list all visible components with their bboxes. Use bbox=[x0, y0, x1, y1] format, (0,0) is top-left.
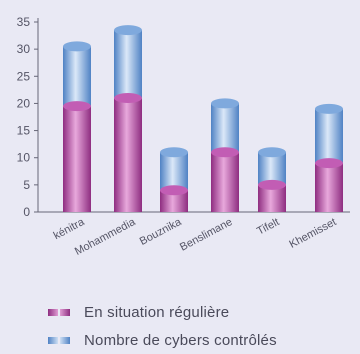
y-tick-label: 10 bbox=[17, 151, 31, 165]
legend-label-controlled: Nombre de cybers contrôlés bbox=[84, 331, 277, 349]
bar-regular-top bbox=[315, 158, 343, 169]
bar-regular bbox=[63, 106, 91, 212]
y-tick-label: 35 bbox=[17, 15, 31, 29]
y-tick-label: 0 bbox=[23, 205, 30, 219]
legend-item-regular: En situation régulière bbox=[48, 298, 277, 326]
x-category-label: kénitra bbox=[52, 216, 88, 243]
bar-regular bbox=[114, 98, 142, 212]
x-category-label: Benslimane bbox=[178, 216, 234, 254]
x-category-label: Khemisset bbox=[287, 216, 338, 251]
bar-regular bbox=[315, 163, 343, 212]
bar-controlled-top bbox=[63, 41, 91, 52]
bar-regular-top bbox=[258, 179, 286, 190]
y-tick-label: 25 bbox=[17, 69, 31, 83]
bar-regular-top bbox=[63, 101, 91, 112]
bar-controlled-top bbox=[211, 98, 239, 109]
legend-swatch-controlled bbox=[48, 336, 70, 344]
bar-regular-top bbox=[160, 185, 188, 196]
bar-controlled-top bbox=[315, 103, 343, 114]
bar-regular bbox=[211, 152, 239, 212]
bar-controlled-top bbox=[114, 25, 142, 36]
y-tick-label: 15 bbox=[17, 124, 31, 138]
y-tick-label: 5 bbox=[23, 178, 30, 192]
y-tick-label: 30 bbox=[17, 42, 31, 56]
bar-regular-top bbox=[211, 147, 239, 158]
legend-label-regular: En situation régulière bbox=[84, 303, 230, 321]
legend-item-controlled: Nombre de cybers contrôlés bbox=[48, 326, 277, 354]
bar-regular-top bbox=[114, 93, 142, 103]
legend-swatch-regular bbox=[48, 308, 70, 316]
x-category-label: Tifelt bbox=[255, 216, 281, 238]
bar-controlled-top bbox=[160, 147, 188, 158]
y-tick-label: 20 bbox=[17, 96, 31, 110]
bar-regular bbox=[160, 190, 188, 212]
legend: En situation régulière Nombre de cybers … bbox=[48, 298, 277, 354]
bar-controlled-top bbox=[258, 147, 286, 158]
